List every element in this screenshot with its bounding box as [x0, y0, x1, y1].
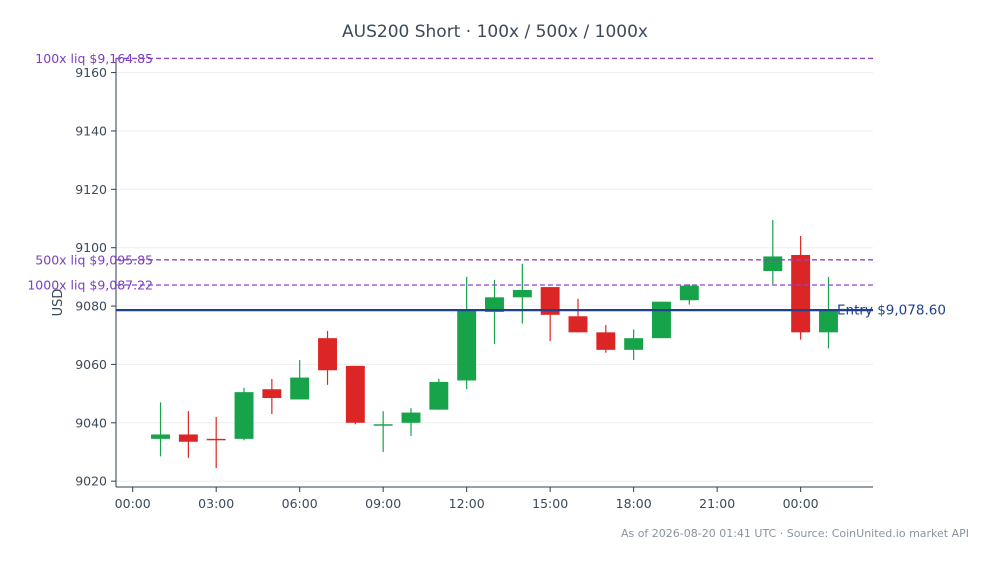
candle-body [652, 301, 671, 339]
candle-4 [234, 387, 254, 441]
candle-6 [290, 360, 310, 400]
y-tick-label-9060: 9060 [75, 357, 107, 372]
candle-body [819, 310, 838, 333]
candle-1 [151, 402, 170, 457]
x-tick-label-5: 15:00 [532, 496, 568, 511]
candle-9 [373, 411, 393, 452]
candle-body [151, 434, 170, 439]
candle-body [262, 389, 282, 398]
y-tick-label-9160: 9160 [75, 65, 107, 80]
footer-source-note: As of 2026-08-20 01:41 UTC · Source: Coi… [621, 527, 969, 540]
x-tick-label-2: 06:00 [282, 496, 318, 511]
x-tick-label-7: 21:00 [699, 496, 735, 511]
y-tick-label-9040: 9040 [75, 415, 107, 430]
candle-8 [345, 365, 365, 425]
candle-body [485, 297, 504, 312]
candle-body [401, 412, 421, 423]
candle-body [679, 285, 699, 301]
y-tick-label-9020: 9020 [75, 474, 107, 489]
candle-3 [206, 416, 226, 469]
candle-body [763, 256, 783, 272]
axes-layer [115, 58, 873, 488]
candle-body [290, 377, 310, 400]
x-tick-label-4: 12:00 [449, 496, 485, 511]
candle-15 [540, 287, 560, 342]
candle-body [568, 316, 588, 333]
candle-body [540, 287, 560, 315]
candle-5 [262, 379, 282, 415]
candle-body [624, 338, 644, 350]
y-axis-label: USD [51, 289, 66, 317]
candle-body [429, 381, 449, 410]
candle-body [791, 254, 811, 333]
candle-body [206, 438, 226, 441]
liq_100x-label: 100x liq $9,164.85 [35, 51, 153, 66]
entry-price-label: Entry $9,078.60 [837, 303, 946, 319]
y-tick-label-9120: 9120 [75, 182, 107, 197]
candle-25 [819, 276, 838, 349]
x-tick-label-8: 00:00 [783, 496, 819, 511]
candle-24 [791, 236, 811, 340]
x-tick-label-1: 03:00 [198, 496, 234, 511]
candles-layer [151, 219, 838, 469]
x-tick-label-6: 18:00 [616, 496, 652, 511]
candle-12 [457, 276, 477, 390]
candle-19 [652, 301, 671, 339]
x-tick-label-0: 00:00 [115, 496, 151, 511]
y-tick-label-9080: 9080 [75, 299, 107, 314]
candle-body [178, 434, 198, 442]
candle-14 [512, 263, 532, 324]
candle-18 [624, 329, 644, 361]
liq_500x-label: 500x liq $9,095.85 [35, 252, 153, 267]
candle-2 [178, 411, 198, 458]
candle-20 [679, 284, 699, 305]
candle-body [373, 424, 393, 426]
candle-body [318, 338, 337, 371]
candle-body [512, 290, 532, 298]
chart-title: AUS200 Short · 100x / 500x / 1000x [342, 22, 648, 42]
x-tick-label-3: 09:00 [365, 496, 401, 511]
candle-11 [429, 379, 449, 410]
candle-body [596, 332, 616, 350]
x-ticks: 00:00 03:00 06:00 09:00 12:00 15:00 18:00 21:00… [115, 487, 819, 511]
candle-body [457, 310, 477, 381]
y-tick-label-9140: 9140 [75, 123, 107, 138]
y-ticks: 9020 9040 9060 9080 9100 9120 9140 9160 [75, 65, 116, 489]
levels-layer: 100x liq $9,164.85 500x liq $9,095.85 1000… [27, 51, 946, 319]
y-tick-label-9100: 9100 [75, 240, 107, 255]
candle-10 [401, 408, 421, 436]
candle-23 [763, 219, 783, 285]
candle-16 [568, 298, 588, 333]
candle-7 [318, 330, 337, 385]
grid-layer [116, 72, 873, 482]
liq_1000x-label: 1000x liq $9,087.22 [27, 277, 153, 292]
candle-17 [596, 325, 616, 353]
candle-13 [485, 279, 504, 344]
candle-body [345, 365, 365, 423]
candle-body [234, 392, 254, 439]
